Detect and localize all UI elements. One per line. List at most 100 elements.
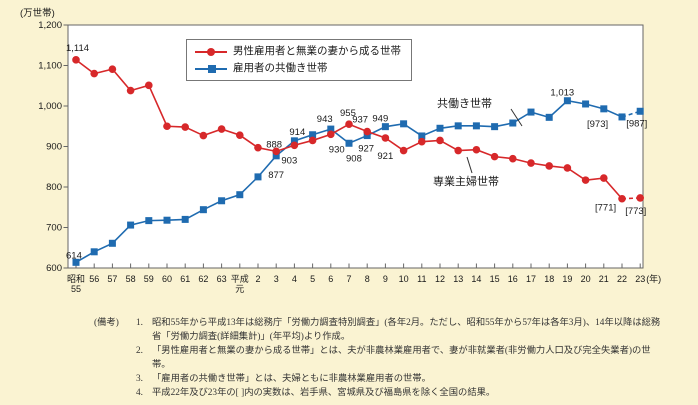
data-point-共働き世帯 [636, 107, 644, 115]
data-label-専業主婦世帯: 937 [352, 115, 368, 126]
data-point-専業主婦世帯 [290, 141, 299, 150]
chart-notes: (備考) 1. 昭和55年から平成13年は総務庁「労働力調査特別調査」(各年2月… [94, 317, 669, 401]
x-tick-label: 63 [217, 274, 227, 284]
x-tick-label: 8 [365, 274, 370, 284]
x-tick-label: 2 [255, 274, 260, 284]
data-point-共働き世帯 [400, 120, 408, 128]
y-tick-label: 1,200 [38, 20, 62, 31]
data-point-共働き世帯 [418, 132, 426, 140]
y-axis-unit: (万世帯) [20, 7, 55, 19]
annotation-共働き世帯: 共働き世帯 [437, 97, 492, 110]
data-point-共働き世帯 [145, 217, 153, 225]
data-point-専業主婦世帯 [327, 130, 335, 139]
data-point-共働き世帯 [163, 216, 171, 224]
data-point-専業主婦世帯 [108, 65, 117, 73]
data-label-専業主婦世帯: 921 [377, 151, 393, 162]
x-tick-label: 元 [235, 284, 244, 294]
data-point-専業主婦世帯 [90, 69, 98, 78]
legend-item-single-income: 男性雇用者と無業の妻から成る世帯 [195, 43, 401, 60]
data-point-専業主婦世帯 [308, 136, 317, 145]
x-tick-label: 15 [490, 274, 500, 284]
data-point-専業主婦世帯 [527, 159, 535, 167]
x-tick-label: 19 [562, 274, 572, 284]
data-point-共働き世帯 [600, 105, 608, 113]
x-tick-label: 56 [89, 274, 99, 284]
data-point-共働き世帯 [618, 113, 626, 121]
data-point-共働き世帯 [563, 97, 571, 105]
data-point-共働き世帯 [545, 113, 553, 121]
data-label-共働き世帯: 927 [358, 144, 374, 155]
data-point-専業主婦世帯 [581, 176, 590, 184]
data-point-専業主婦世帯 [618, 194, 626, 203]
x-tick-label: 平成 [231, 273, 249, 284]
data-point-専業主婦世帯 [509, 154, 517, 163]
x-tick-label: 13 [453, 274, 463, 284]
data-point-専業主婦世帯 [454, 146, 463, 155]
data-point-専業主婦世帯 [272, 147, 281, 156]
data-point-専業主婦世帯 [217, 125, 226, 133]
data-label-専業主婦世帯: 1,114 [66, 43, 89, 54]
data-point-共働き世帯 [381, 123, 389, 131]
x-tick-label: 61 [180, 274, 190, 284]
data-point-専業主婦世帯 [418, 137, 426, 146]
data-point-共働き世帯 [199, 206, 207, 214]
x-tick-label: 23 [635, 274, 645, 284]
data-label-共働き世帯: 908 [346, 153, 362, 164]
y-tick-label: 700 [46, 223, 62, 234]
data-point-専業主婦世帯 [363, 127, 372, 136]
data-label-共働き世帯: 914 [289, 127, 305, 138]
data-label-専業主婦世帯: 888 [266, 139, 282, 150]
data-point-専業主婦世帯 [199, 131, 208, 140]
data-point-専業主婦世帯 [399, 146, 408, 155]
x-tick-label: 21 [599, 274, 609, 284]
data-point-専業主婦世帯 [163, 122, 171, 131]
data-point-専業主婦世帯 [254, 143, 262, 152]
data-point-共働き世帯 [491, 123, 499, 131]
data-label-共働き世帯: [987] [626, 118, 647, 129]
red-circle-line-icon [195, 47, 227, 57]
data-label-専業主婦世帯: 903 [281, 155, 297, 166]
data-point-専業主婦世帯 [381, 134, 390, 142]
x-tick-label: 20 [581, 274, 591, 284]
data-label-専業主婦世帯: 930 [329, 144, 345, 155]
data-label-共働き世帯: 949 [372, 114, 388, 125]
data-point-共働き世帯 [72, 258, 80, 266]
data-point-共働き世帯 [582, 100, 590, 108]
x-tick-label: 5 [310, 274, 315, 284]
note-item: 4. 平成22年及び23年の[ ]内の実数は、岩手県、宮城県及び福島県を除く全国… [136, 387, 496, 398]
data-point-専業主婦世帯 [490, 152, 499, 161]
data-point-共働き世帯 [127, 221, 135, 229]
data-point-専業主婦世帯 [436, 136, 444, 145]
data-point-共働き世帯 [90, 248, 98, 256]
x-tick-label: 59 [144, 274, 154, 284]
y-tick-label: 600 [46, 263, 62, 274]
y-tick-label: 900 [46, 142, 62, 153]
data-point-共働き世帯 [218, 197, 226, 205]
data-point-共働き世帯 [181, 215, 189, 223]
data-point-共働き世帯 [108, 239, 116, 247]
data-point-共働き世帯 [454, 122, 462, 130]
data-point-共働き世帯 [327, 125, 335, 133]
x-tick-label: 14 [471, 274, 481, 284]
data-point-専業主婦世帯 [145, 81, 153, 90]
x-tick-label: 昭和 [67, 274, 85, 284]
x-tick-label: 18 [544, 274, 554, 284]
x-axis-unit: (年) [646, 273, 661, 284]
data-point-専業主婦世帯 [345, 120, 353, 129]
data-label-専業主婦世帯: [771] [595, 203, 616, 214]
data-label-共働き世帯: 1,013 [550, 88, 574, 99]
x-tick-label: 62 [198, 274, 208, 284]
data-point-専業主婦世帯 [181, 123, 189, 131]
x-tick-label: 22 [617, 274, 627, 284]
data-point-専業主婦世帯 [563, 164, 572, 172]
data-label-共働き世帯: 614 [66, 250, 82, 261]
legend-label-dual-income: 雇用者の共働き世帯 [233, 62, 328, 74]
data-point-共働き世帯 [236, 191, 244, 199]
data-label-共働き世帯: [973] [587, 119, 608, 130]
data-point-専業主婦世帯 [126, 86, 135, 95]
x-tick-label: 10 [399, 274, 409, 284]
notes-prefix: (備考) [94, 318, 119, 328]
data-point-共働き世帯 [272, 152, 280, 160]
data-point-共働き世帯 [290, 137, 298, 145]
